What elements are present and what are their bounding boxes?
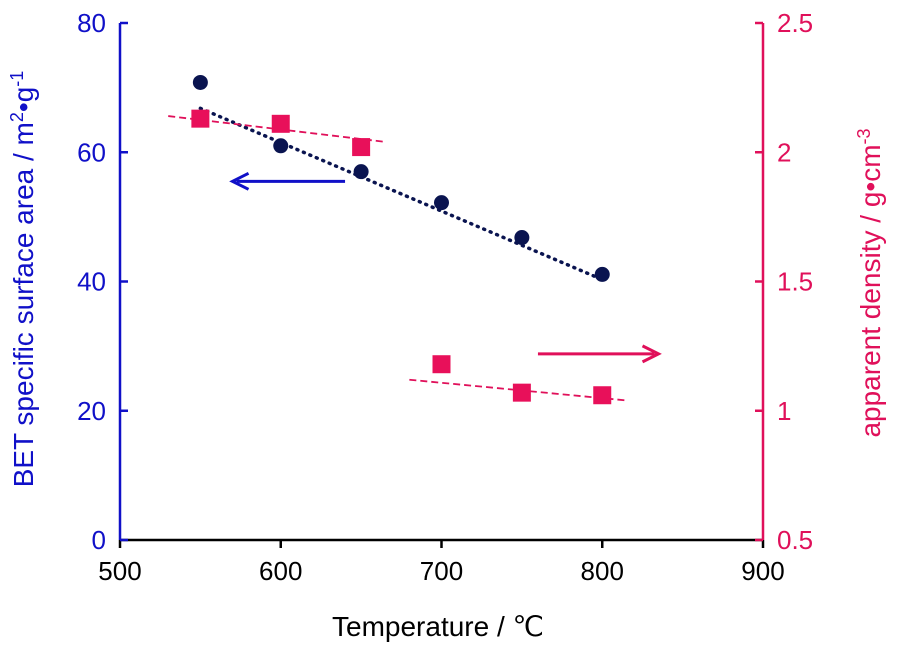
y-right-tick-label: 1 — [777, 396, 791, 426]
x-tick-label: 500 — [98, 556, 141, 586]
right-arrow-head — [641, 344, 662, 364]
y-left-tick-label: 0 — [92, 525, 106, 555]
density-point — [512, 383, 531, 402]
x-tick-label: 800 — [581, 556, 624, 586]
surface-area-point — [353, 164, 369, 180]
density-point — [593, 386, 612, 405]
x-tick-label: 900 — [741, 556, 784, 586]
density-point — [271, 114, 290, 133]
density-point — [432, 355, 451, 374]
x-tick-label: 700 — [420, 556, 463, 586]
data-marks — [191, 74, 612, 405]
surface-area-point — [594, 266, 610, 282]
y-right-tick-label: 2.5 — [777, 8, 813, 38]
surface-area-point — [273, 138, 289, 154]
surface-area-trendline — [198, 106, 604, 282]
density-trendline — [409, 378, 627, 402]
density-point — [352, 138, 371, 157]
surface-area-point — [514, 230, 530, 246]
surface-area-point — [192, 74, 208, 90]
y-left-tick-label: 60 — [77, 137, 106, 167]
y-right-tick-label: 2 — [777, 137, 791, 167]
surface-area-point — [434, 195, 449, 211]
y-right-tick-label: 1.5 — [777, 267, 813, 297]
y-right-tick-label: 0.5 — [777, 525, 813, 555]
y-left-tick-label: 40 — [77, 267, 106, 297]
trendlines — [168, 106, 662, 402]
y-left-tick-label: 20 — [77, 396, 106, 426]
y-left-axis-title: BET specific surface area / m2•g-1 — [7, 71, 39, 488]
density-point — [191, 109, 210, 128]
left-arrow-head — [229, 171, 250, 191]
tick-labels: 500 600 700 800 900 0 20 40 60 80 0.5 1 1.5 2 2.5 — [77, 8, 813, 586]
y-right-axis-title: apparent density / g•cm-3 — [854, 128, 886, 437]
x-axis-title: Temperature / ℃ — [332, 611, 544, 642]
x-tick-label: 600 — [259, 556, 302, 586]
y-left-tick-label: 80 — [77, 8, 106, 38]
axes — [118, 21, 765, 548]
